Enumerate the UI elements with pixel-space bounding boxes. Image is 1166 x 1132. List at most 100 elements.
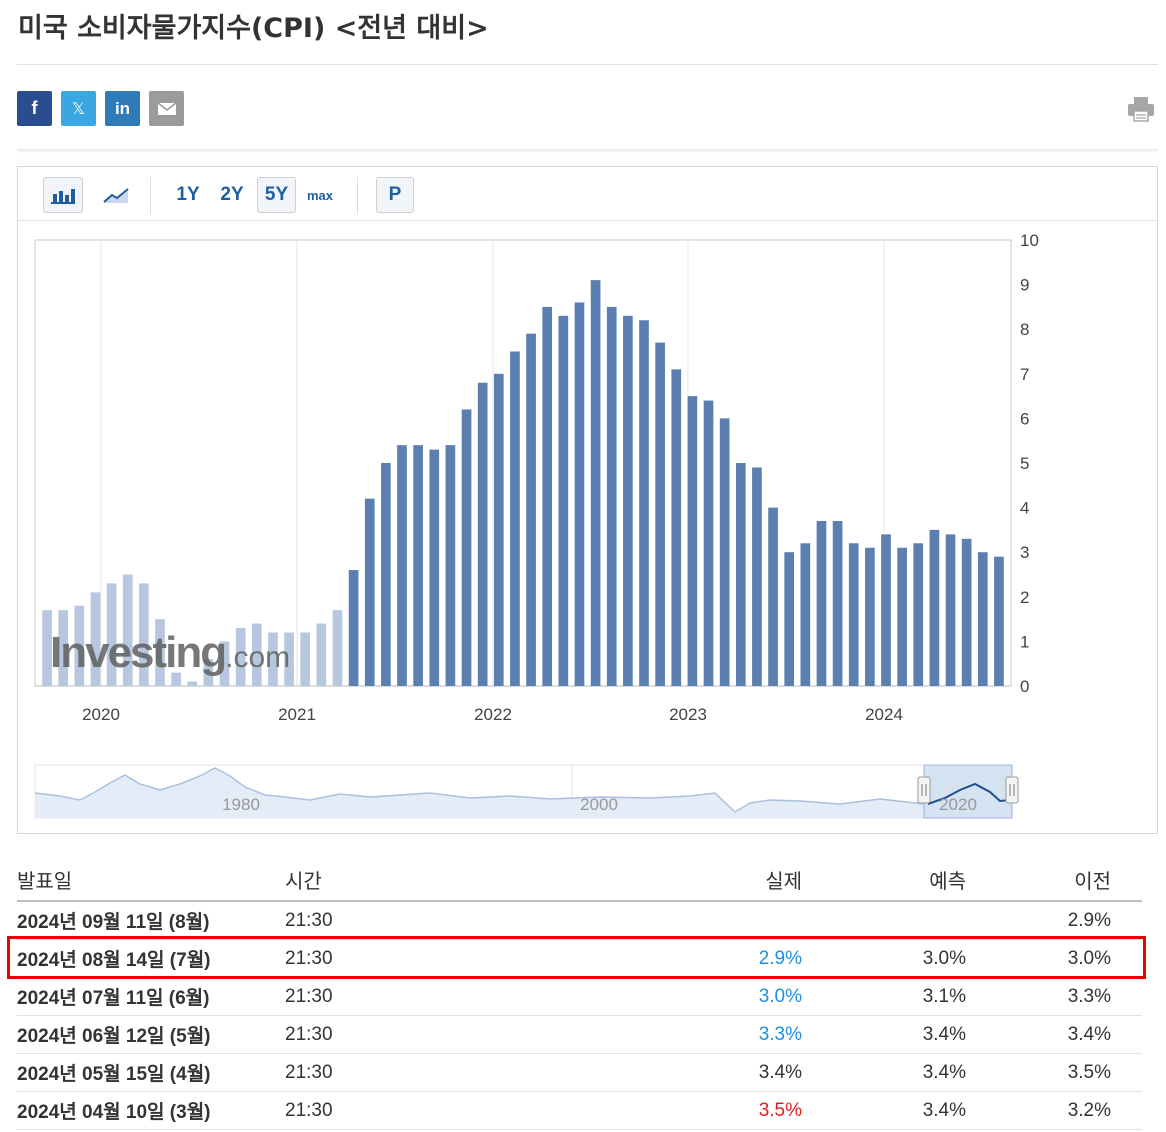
cell-time: 21:30 xyxy=(285,1091,535,1130)
chart-bar xyxy=(687,396,698,686)
x-tick-label: 2023 xyxy=(669,705,707,724)
watermark-suffix: .com xyxy=(225,641,290,674)
chart-bar xyxy=(977,552,988,686)
twitter-icon: 𝕏 xyxy=(72,100,85,118)
chart-bar xyxy=(300,632,311,686)
cell-date: 2024년 06월 12일 (5월) xyxy=(17,1015,285,1054)
cell-date: 2024년 09월 11일 (8월) xyxy=(17,901,285,940)
chart-bar xyxy=(235,628,246,686)
chart-bar xyxy=(816,520,827,686)
chart-bar xyxy=(961,538,972,686)
chart-bar xyxy=(364,498,375,686)
cell-forecast: 3.4% xyxy=(802,1091,966,1130)
divider xyxy=(17,64,1158,65)
cell-spacer xyxy=(1111,977,1142,1016)
cell-spacer xyxy=(1111,901,1142,940)
chart-bar xyxy=(623,315,633,686)
mail-icon xyxy=(157,101,176,115)
chart-bar xyxy=(639,320,649,686)
chart-bar xyxy=(316,623,327,686)
col-header-date: 발표일 xyxy=(17,858,285,902)
navigator-area xyxy=(35,768,924,818)
linkedin-icon: in xyxy=(114,98,131,118)
chart-bar xyxy=(42,610,52,686)
table-row: 2024년 08월 14일 (7월) 21:30 2.9% 3.0% 3.0% xyxy=(17,939,1142,978)
cell-actual: 3.5% xyxy=(535,1091,802,1130)
chart-bar xyxy=(590,280,601,686)
y-tick-label: 6 xyxy=(1020,409,1029,428)
chart-bar xyxy=(800,543,811,686)
cell-date: 2024년 07월 11일 (6월) xyxy=(17,977,285,1016)
navigator-selection xyxy=(923,764,1013,819)
bar-chart-icon xyxy=(51,189,75,204)
cell-previous: 3.4% xyxy=(966,1015,1111,1054)
cell-actual: 3.0% xyxy=(535,977,802,1016)
y-tick-label: 0 xyxy=(1020,677,1029,696)
p-button[interactable]: P xyxy=(376,177,414,213)
navigator-handle[interactable] xyxy=(1005,776,1019,804)
release-table: 발표일 시간 실제 예측 이전 2024년 09월 11일 (8월) 21:30 2… xyxy=(17,858,1142,1130)
cell-forecast: 3.1% xyxy=(802,977,966,1016)
chart-bar xyxy=(735,463,746,686)
chart-bar xyxy=(848,543,859,686)
y-tick-label: 3 xyxy=(1020,543,1029,562)
chart-bar xyxy=(881,534,891,686)
range-2y-button[interactable]: 2Y xyxy=(220,184,244,205)
cell-spacer xyxy=(1111,939,1142,978)
facebook-icon: f xyxy=(31,98,38,118)
chart-bar xyxy=(122,574,133,686)
navigator-line xyxy=(34,767,925,813)
cell-time: 21:30 xyxy=(285,1053,535,1092)
y-tick-label: 2 xyxy=(1020,588,1029,607)
email-share-button[interactable] xyxy=(149,91,184,126)
range-1y-button[interactable]: 1Y xyxy=(176,184,200,205)
chart-bar xyxy=(558,315,569,686)
table-row: 2024년 04월 10일 (3월) 21:30 3.5% 3.4% 3.2% xyxy=(17,1091,1142,1130)
chart-bar xyxy=(429,449,440,686)
toolbar-separator xyxy=(357,177,358,214)
chart-panel: 1Y 2Y 5Y max P xyxy=(17,166,1158,834)
x-tick-label: 2021 xyxy=(278,705,316,724)
chart-bar xyxy=(106,583,117,686)
facebook-share-button[interactable]: f xyxy=(17,91,52,126)
col-header-actual: 실제 xyxy=(535,858,802,902)
table-header-row: 발표일 시간 실제 예측 이전 xyxy=(17,858,1142,902)
chart-bar xyxy=(784,552,795,686)
print-icon[interactable] xyxy=(1127,96,1155,122)
page-title: 미국 소비자물가지수(CPI) <전년 대비> xyxy=(18,13,489,44)
chart-bar xyxy=(752,467,762,686)
chart-bar xyxy=(913,543,924,686)
cell-previous: 3.2% xyxy=(966,1091,1111,1130)
chart-bar xyxy=(445,445,456,686)
y-tick-label: 8 xyxy=(1020,320,1029,339)
table-row: 2024년 07월 11일 (6월) 21:30 3.0% 3.1% 3.3% xyxy=(17,977,1142,1016)
chart-bar xyxy=(574,302,585,686)
cell-actual: 3.4% xyxy=(535,1053,802,1092)
chart-bar xyxy=(477,382,488,686)
x-tick-label: 2022 xyxy=(474,705,512,724)
chart-bar xyxy=(671,369,682,686)
line-chart-icon xyxy=(103,188,129,203)
chart-bar xyxy=(413,445,423,686)
x-tick-label: 2024 xyxy=(865,705,903,724)
navigator-handle[interactable] xyxy=(917,776,931,804)
table-row: 2024년 05월 15일 (4월) 21:30 3.4% 3.4% 3.5% xyxy=(17,1053,1142,1092)
range-max-button[interactable]: max xyxy=(306,187,334,203)
range-5y-button[interactable]: 5Y xyxy=(257,177,296,213)
toolbar-separator xyxy=(150,177,151,214)
linkedin-share-button[interactable]: in xyxy=(105,91,140,126)
chart-bar xyxy=(655,342,665,686)
chart-bar xyxy=(719,418,730,686)
chart-bar xyxy=(332,610,343,686)
line-chart-button[interactable] xyxy=(96,177,136,213)
release-table-wrapper: 발표일 시간 실제 예측 이전 2024년 09월 11일 (8월) 21:30 2… xyxy=(17,858,1158,1130)
bar-chart-button[interactable] xyxy=(43,177,83,213)
navigator-label: 1980 xyxy=(222,795,260,814)
y-tick-label: 5 xyxy=(1020,454,1029,473)
chart-bar xyxy=(461,409,472,686)
chart-bar xyxy=(542,306,553,686)
y-tick-label: 1 xyxy=(1020,632,1029,651)
chart-bar xyxy=(865,547,875,686)
col-header-time: 시간 xyxy=(285,858,535,902)
twitter-share-button[interactable]: 𝕏 xyxy=(61,91,96,126)
